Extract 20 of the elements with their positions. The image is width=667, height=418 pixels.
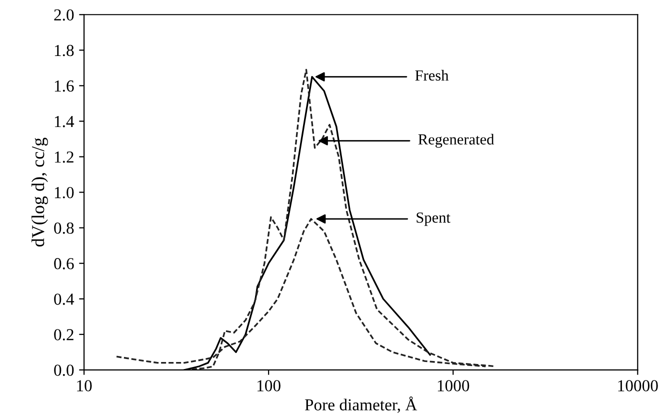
annotation: Regenerated (418, 134, 494, 148)
x-tick-label: 1000 (438, 380, 470, 392)
x-tick-label: 100 (258, 380, 280, 392)
x-axis-title: Pore diameter, Å (304, 396, 418, 413)
y-tick-label: 2.0 (54, 9, 74, 21)
y-tick-label: 1.6 (54, 80, 74, 92)
x-tick-label: 10 (77, 380, 92, 392)
y-axis-title: dV(log d), cc/g (32, 138, 48, 247)
y-tick-label: 0.4 (54, 294, 74, 305)
y-tick-label: 0.6 (54, 258, 74, 270)
x-tick-label: 10000 (618, 380, 658, 392)
annotation: Spent (416, 212, 450, 226)
y-tick-label: 1.4 (54, 116, 74, 128)
annotation: Fresh (415, 70, 449, 81)
y-tick-label: 0.8 (54, 222, 74, 234)
y-tick-label: 1.0 (54, 186, 74, 198)
y-tick-label: 0.2 (54, 329, 74, 340)
y-tick-label: 1.8 (54, 44, 74, 56)
y-tick-label: 1.2 (54, 151, 74, 163)
y-tick-label: 0.0 (54, 364, 74, 376)
